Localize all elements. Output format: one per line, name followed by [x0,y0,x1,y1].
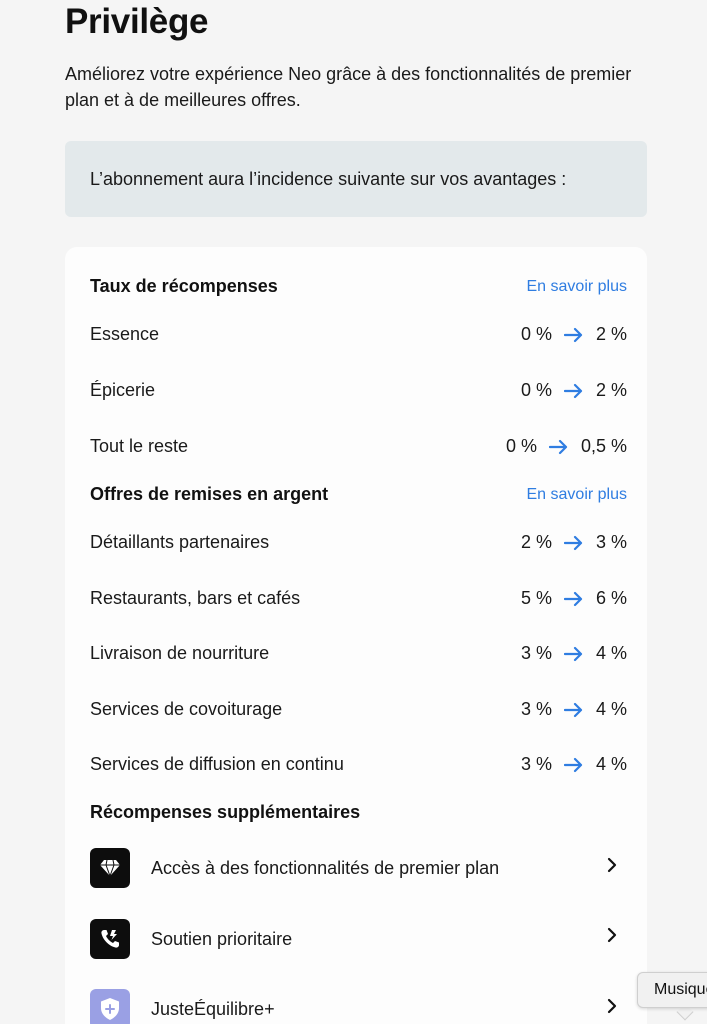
rate-label: Détaillants partenaires [90,532,270,552]
page-title: Privilège [65,2,209,41]
extras-section-title: Récompenses supplémentaires [90,802,361,822]
benefits-card: Taux de récompenses En savoir plus Essen… [65,247,647,1024]
arrow-right-icon [563,702,583,717]
rate-to: 4 % [595,699,627,719]
arrow-right-icon [563,383,583,398]
rate-from: 5 % [520,588,552,608]
rate-from: 0 % [520,380,552,400]
rate-to: 4 % [595,643,627,663]
rate-change: 0 % 2 % [521,324,627,345]
rate-to: 3 % [595,532,627,552]
extra-item-label: Accès à des fonctionnalités de premier p… [151,858,500,878]
rate-label: Services de covoiturage [90,699,283,719]
rate-change: 0 % 0,5 % [506,436,627,457]
rate-change: 0 % 2 % [521,380,627,401]
extra-item-label: Soutien prioritaire [151,929,293,949]
chevron-right-icon [607,857,617,873]
rate-to: 4 % [595,754,627,774]
rate-change: 3 % 4 % [521,699,627,720]
rate-from: 3 % [520,754,552,774]
rate-to: 6 % [595,588,627,608]
arrow-right-icon [563,757,583,772]
priority-phone-icon [90,919,130,959]
notice-banner: L’abonnement aura l’incidence suivante s… [65,141,647,217]
rate-change: 5 % 6 % [521,588,627,609]
rate-from: 0 % [520,324,552,344]
rate-from: 2 % [520,532,552,552]
rate-label: Restaurants, bars et cafés [90,588,301,608]
rate-from: 3 % [520,643,552,663]
rate-change: 2 % 3 % [521,532,627,553]
rate-to: 0,5 % [580,436,627,456]
arrow-right-icon [563,327,583,342]
arrow-right-icon [563,591,583,606]
cashback-section-title: Offres de remises en argent [90,484,329,504]
extra-item-label: JusteÉquilibre+ [151,999,275,1019]
rate-label: Livraison de nourriture [90,643,270,663]
rate-label: Services de diffusion en continu [90,754,344,774]
cashback-learn-more-link[interactable]: En savoir plus [526,486,628,503]
rewards-section-title: Taux de récompenses [90,276,278,296]
rate-change: 3 % 4 % [521,643,627,664]
rate-change: 3 % 4 % [521,754,627,775]
rate-from: 3 % [520,699,552,719]
rate-label: Épicerie [90,380,156,400]
shield-plus-icon [90,989,130,1024]
diamond-icon [90,848,130,888]
rate-label: Essence [90,324,160,344]
rate-label: Tout le reste [90,436,189,456]
page-subtitle: Améliorez votre expérience Neo grâce à d… [65,64,632,110]
rate-from: 0 % [505,436,537,456]
rewards-learn-more-link[interactable]: En savoir plus [526,278,628,295]
notice-text: L’abonnement aura l’incidence suivante s… [90,168,567,189]
rate-to: 2 % [595,324,627,344]
arrow-right-icon [548,439,568,454]
chevron-right-icon [607,927,617,943]
arrow-right-icon [563,535,583,550]
chevron-right-icon [607,998,617,1014]
hover-tooltip: Musique [637,972,707,1008]
arrow-right-icon [563,646,583,661]
rate-to: 2 % [595,380,627,400]
